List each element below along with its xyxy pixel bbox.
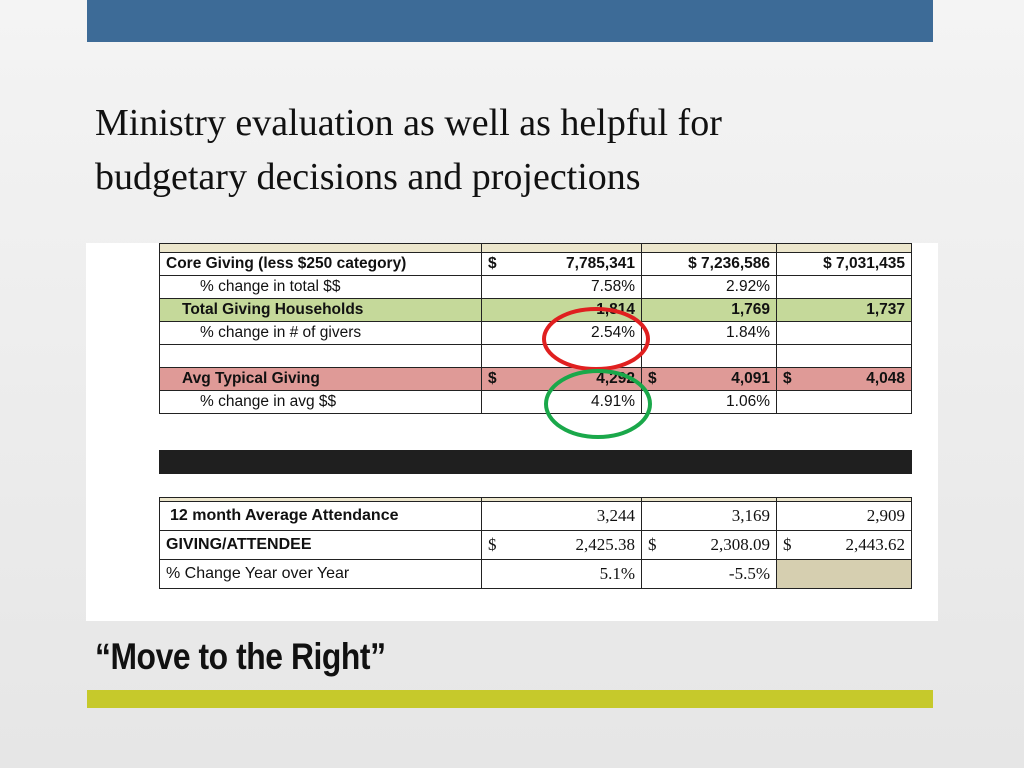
body-line-2: budgetary decisions and projections (95, 156, 641, 198)
table-row-spacer (159, 344, 912, 368)
table-row-attendance: 12 month Average Attendance 3,244 3,169 … (159, 501, 912, 531)
slide-title: “Move to the Right” (95, 636, 386, 677)
slide-body-text: Ministry evaluation as well as helpful f… (95, 96, 915, 204)
table-row-core-giving: Core Giving (less $250 category) $7,785,… (159, 252, 912, 276)
table-row-giving-attendee: GIVING/ATTENDEE $2,425.38 $2,308.09 $2,4… (159, 530, 912, 560)
attendance-table: 12 month Average Attendance 3,244 3,169 … (159, 497, 912, 589)
table-row-pct-total: % change in total $$ 7.58% 2.92% (159, 275, 912, 299)
table-header-strip (159, 243, 912, 253)
table-row-avg-giving: Avg Typical Giving $4,292 $4,091 $4,048 (159, 367, 912, 391)
table-row-households: Total Giving Households 1,814 1,769 1,73… (159, 298, 912, 322)
table-row-pct-givers: % change in # of givers 2.54% 1.84% (159, 321, 912, 345)
top-accent-bar (87, 0, 933, 42)
giving-table: Core Giving (less $250 category) $7,785,… (159, 243, 912, 414)
spreadsheet-image: Core Giving (less $250 category) $7,785,… (86, 243, 938, 621)
table-row-yoy: % Change Year over Year 5.1% -5.5% (159, 559, 912, 589)
body-line-1: Ministry evaluation as well as helpful f… (95, 102, 722, 144)
bottom-accent-bar (87, 690, 933, 708)
black-divider-band (159, 450, 912, 474)
table-row-pct-avg: % change in avg $$ 4.91% 1.06% (159, 390, 912, 414)
